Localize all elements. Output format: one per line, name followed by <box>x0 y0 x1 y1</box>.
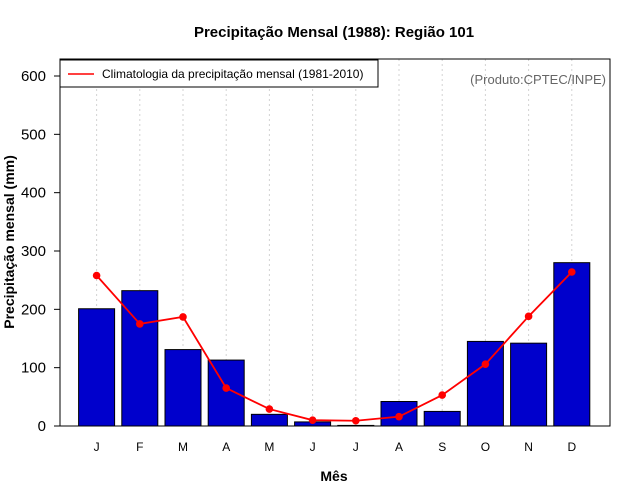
bar-10 <box>510 342 548 427</box>
x-tick-label: M <box>178 440 188 454</box>
bar-11 <box>553 262 591 427</box>
legend: Climatologia da precipitação mensal (198… <box>59 59 379 88</box>
bar-3 <box>207 359 245 427</box>
climatology-point-10 <box>524 312 533 321</box>
x-tick-label: J <box>94 440 100 454</box>
climatology-point-5 <box>308 416 317 424</box>
x-tick-label: A <box>222 440 230 454</box>
bar-9 <box>466 340 504 427</box>
bar-4 <box>250 413 288 427</box>
climatology-point-8 <box>438 391 447 399</box>
source-credit: (Produto:CPTEC/INPE) <box>470 72 606 87</box>
y-tick-label: 300 <box>21 243 46 260</box>
climatology-line <box>95 271 573 422</box>
bar-1 <box>121 290 159 427</box>
y-tick-label: 200 <box>21 301 46 318</box>
y-axis: 0 100 200 300 400 500 600 <box>21 68 60 435</box>
climatology-point-4 <box>265 405 274 413</box>
y-tick-label: 0 <box>38 418 46 435</box>
x-tick-label: S <box>438 440 446 454</box>
x-tick-label: A <box>395 440 403 454</box>
climatology-point-0 <box>92 271 101 280</box>
x-axis-label: Mês <box>320 468 347 484</box>
bar-8 <box>423 410 461 427</box>
bar-0 <box>78 308 116 427</box>
chart-title: Precipitação Mensal (1988): Região 101 <box>194 24 474 41</box>
bar-series <box>78 262 591 427</box>
climatology-point-1 <box>136 320 144 328</box>
x-tick-label: N <box>524 440 533 454</box>
y-tick-label: 400 <box>21 185 46 202</box>
x-tick-label: D <box>567 440 576 454</box>
climatology-point-6 <box>352 416 360 425</box>
y-tick-label: 600 <box>21 68 46 85</box>
y-axis-label: Precipitação mensal (mm) <box>1 155 17 329</box>
x-tick-label: J <box>353 440 359 454</box>
climatology-point-3 <box>222 384 230 392</box>
climatology-point-9 <box>481 360 490 368</box>
x-tick-label: O <box>481 440 490 454</box>
x-tick-label: J <box>310 440 316 454</box>
x-tick-label: F <box>136 440 143 454</box>
climatology-point-2 <box>179 313 187 321</box>
legend-box <box>59 59 379 88</box>
plot-frame <box>59 58 611 427</box>
x-tick-label: M <box>264 440 274 454</box>
bar-2 <box>164 349 202 427</box>
climatology-point-7 <box>395 412 403 421</box>
legend-entry: Climatologia da precipitação mensal (198… <box>102 67 363 81</box>
y-tick-label: 100 <box>21 360 46 377</box>
climatology-line-series <box>92 268 576 425</box>
y-tick-label: 500 <box>21 126 46 143</box>
climatology-point-11 <box>568 268 576 276</box>
